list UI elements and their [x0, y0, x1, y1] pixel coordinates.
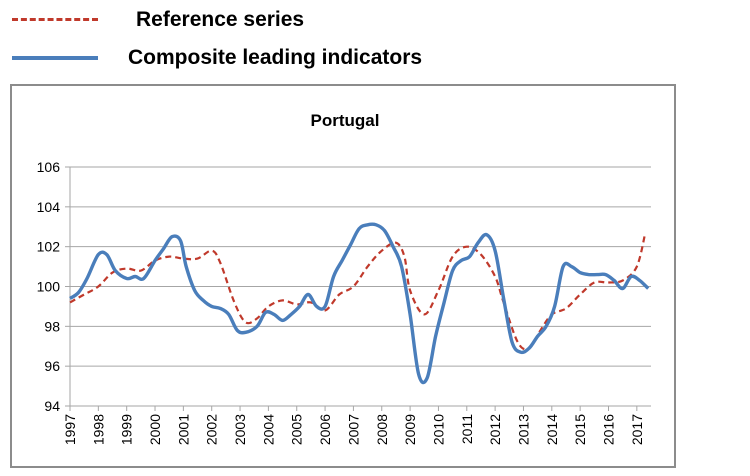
composite-leading-indicators-line: [69, 222, 650, 385]
x-tick-label: 2017: [629, 414, 645, 445]
x-axis-tick-labels: 1997 1998 1999 2000 2001 2002 2003 2004 2005 2006…: [62, 414, 645, 445]
x-tick-label: 2007: [345, 414, 361, 445]
x-tick-label: 2010: [430, 414, 446, 445]
x-tick-label: 2002: [204, 414, 220, 445]
x-tick-label: 2009: [402, 414, 418, 445]
chart-frame: Portugal 94 96 98 100 102 104 106 1997 1998 1999…: [10, 84, 676, 468]
x-tick-label: 2014: [544, 414, 560, 445]
legend-item-composite-leading-indicators: Composite leading indicators: [0, 40, 600, 76]
reference-series-line: [69, 232, 647, 351]
y-tick-label: 100: [37, 279, 61, 295]
line-chart: Portugal 94 96 98 100 102 104 106 1997 1998 1999…: [37, 111, 651, 445]
x-tick-label: 2001: [175, 414, 191, 445]
x-tick-label: 2013: [515, 414, 531, 445]
x-tick-label: 2008: [374, 414, 390, 445]
composite-leading-indicators-swatch: [12, 56, 98, 60]
composite-leading-indicators-label: Composite leading indicators: [128, 46, 423, 69]
grid-lines: [65, 166, 651, 411]
x-tick-label: 2012: [487, 414, 503, 445]
x-tick-label: 2015: [572, 414, 588, 445]
reference-series-label: Reference series: [136, 8, 305, 31]
x-tick-label: 1998: [90, 414, 106, 445]
legend-item-reference-series: Reference series: [0, 2, 600, 38]
x-tick-label: 2003: [232, 414, 248, 445]
x-tick-label: 2006: [317, 414, 333, 445]
x-tick-label: 2016: [600, 414, 616, 445]
x-tick-label: 1999: [119, 414, 135, 445]
x-tick-label: 2004: [260, 414, 276, 445]
x-tick-label: 2011: [459, 414, 475, 444]
y-tick-label: 94: [44, 398, 60, 414]
x-tick-label: 2000: [147, 414, 163, 445]
y-tick-label: 96: [44, 358, 60, 374]
x-tick-label: 1997: [62, 414, 78, 445]
chart-title: Portugal: [311, 111, 380, 130]
y-tick-label: 98: [44, 318, 60, 334]
legend: Reference series Composite leading indic…: [0, 0, 750, 80]
y-tick-label: 102: [37, 239, 61, 255]
series-lines: [69, 222, 650, 385]
reference-series-swatch: [12, 18, 98, 21]
y-tick-label: 106: [37, 159, 61, 175]
x-tick-label: 2005: [289, 414, 305, 445]
y-tick-label: 104: [37, 199, 61, 215]
y-axis-tick-labels: 94 96 98 100 102 104 106: [37, 159, 61, 414]
